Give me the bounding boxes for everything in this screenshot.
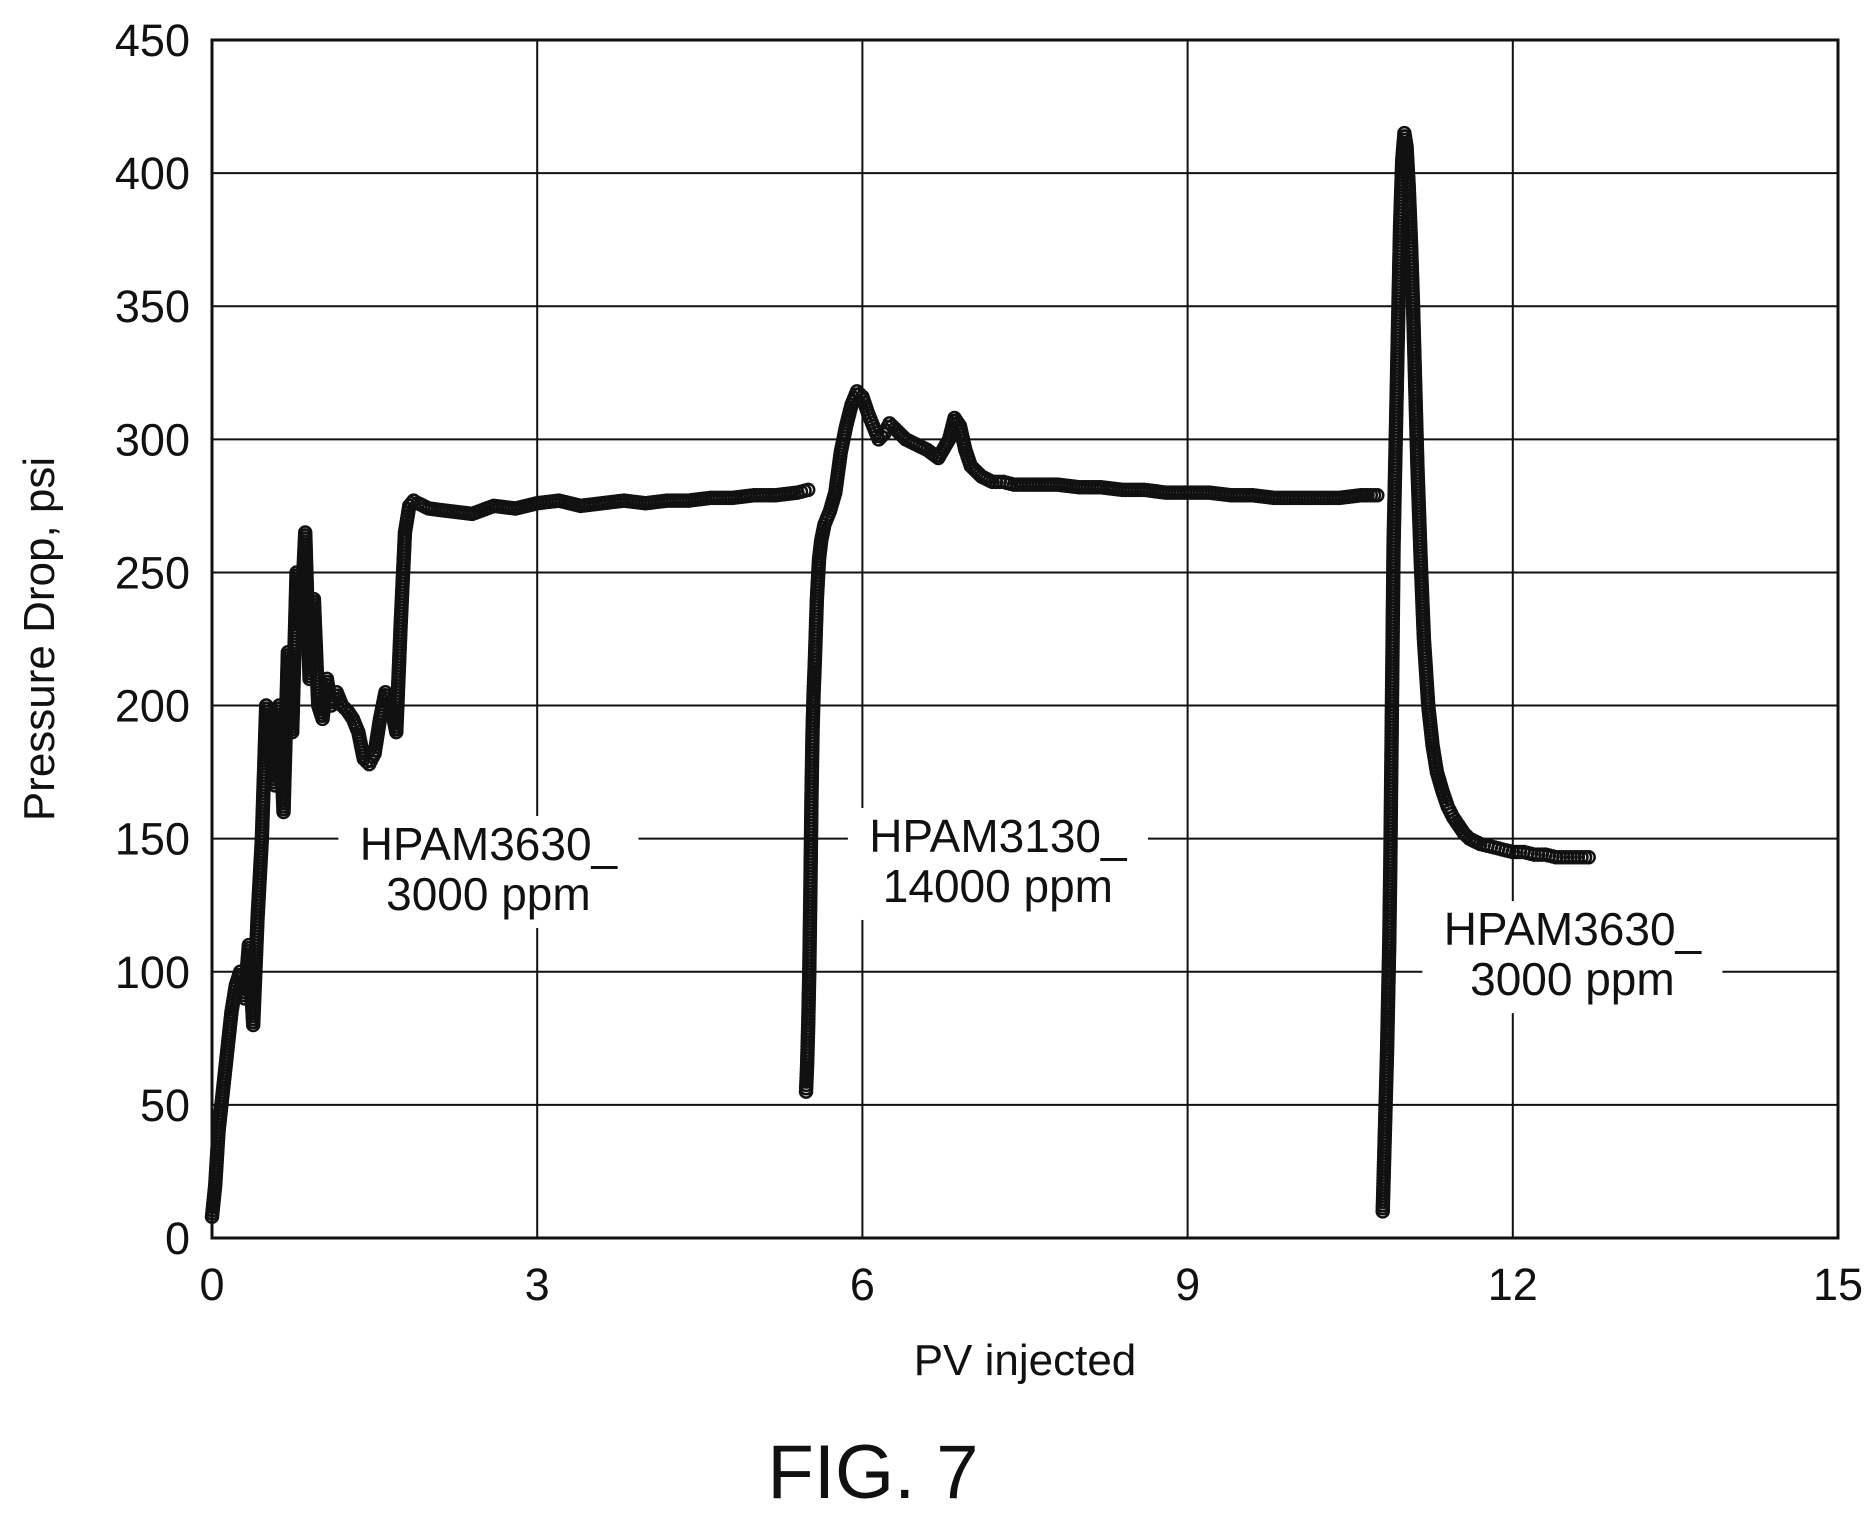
x-tick-labels: 0 3 6 9 12 15: [199, 1259, 1863, 1310]
annotation-line1: HPAM3630_: [360, 818, 619, 870]
annotation-line1: HPAM3630_: [1444, 903, 1703, 955]
x-tick-label: 0: [199, 1259, 224, 1310]
series-3: [1375, 125, 1596, 1219]
x-axis-title: PV injected: [914, 1336, 1137, 1385]
series-1: [204, 482, 816, 1224]
x-tick-label: 6: [850, 1259, 875, 1310]
data-point: [1581, 850, 1596, 865]
y-tick-label: 250: [115, 547, 190, 598]
annotation-background: [338, 815, 639, 928]
y-axis-title: Pressure Drop, psi: [15, 457, 64, 821]
annotation-2: HPAM3130_14000 ppm: [847, 807, 1148, 920]
y-tick-labels: 0 50 100 150 200 250 300 350 400 450: [115, 15, 190, 1264]
annotation-3: HPAM3630_3000 ppm: [1422, 901, 1723, 1014]
x-tick-label: 9: [1175, 1259, 1200, 1310]
y-tick-label: 100: [115, 947, 190, 998]
data-point: [800, 482, 816, 498]
figure-caption: FIG. 7: [767, 1430, 978, 1515]
y-tick-label: 400: [115, 148, 190, 199]
data-point: [1370, 487, 1385, 503]
annotation-line2: 14000 ppm: [883, 860, 1113, 912]
series-2: [798, 384, 1385, 1099]
y-tick-label: 200: [115, 681, 190, 732]
annotation-background: [1422, 901, 1723, 1014]
annotation-line2: 3000 ppm: [1470, 953, 1675, 1005]
annotation-background: [847, 807, 1148, 920]
data-series: [204, 125, 1596, 1224]
y-tick-label: 150: [115, 814, 190, 865]
plot-frame: [210, 38, 1840, 1240]
y-tick-label: 50: [140, 1080, 190, 1131]
y-tick-label: 350: [115, 281, 190, 332]
y-tick-label: 450: [115, 15, 190, 66]
y-tick-label: 300: [115, 414, 190, 465]
y-tick-label: 0: [165, 1213, 190, 1264]
annotation-line2: 3000 ppm: [386, 868, 591, 920]
x-tick-label: 12: [1488, 1259, 1538, 1310]
x-tick-label: 15: [1813, 1259, 1863, 1310]
x-tick-label: 3: [525, 1259, 550, 1310]
annotation-line1: HPAM3130_: [869, 810, 1128, 862]
annotation-1: HPAM3630_3000 ppm: [338, 815, 639, 928]
